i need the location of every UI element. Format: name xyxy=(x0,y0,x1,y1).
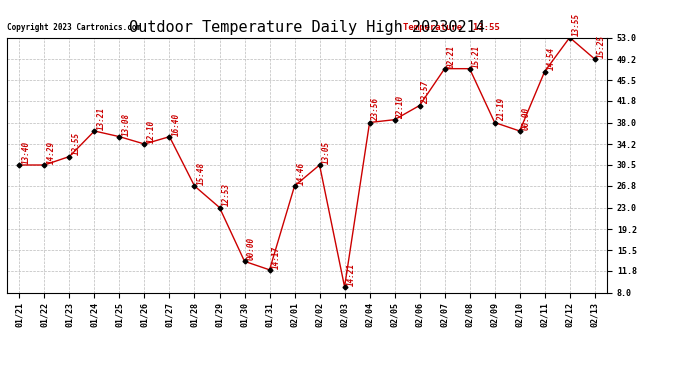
Text: 21:19: 21:19 xyxy=(497,98,506,122)
Text: 14:54: 14:54 xyxy=(546,47,555,70)
Text: Temperature  13:55: Temperature 13:55 xyxy=(403,23,500,32)
Text: 16:40: 16:40 xyxy=(172,112,181,135)
Text: 14:17: 14:17 xyxy=(272,246,281,269)
Text: 23:56: 23:56 xyxy=(372,98,381,122)
Text: 00:00: 00:00 xyxy=(522,107,531,130)
Text: 12:10: 12:10 xyxy=(146,120,155,143)
Text: 14:46: 14:46 xyxy=(297,162,306,185)
Text: 13:21: 13:21 xyxy=(97,107,106,130)
Text: 13:08: 13:08 xyxy=(121,112,130,135)
Text: 13:05: 13:05 xyxy=(322,141,331,164)
Text: 15:48: 15:48 xyxy=(197,162,206,185)
Text: Copyright 2023 Cartronics.com: Copyright 2023 Cartronics.com xyxy=(7,23,141,32)
Text: 13:55: 13:55 xyxy=(72,132,81,155)
Text: 12:53: 12:53 xyxy=(221,183,230,206)
Text: 00:00: 00:00 xyxy=(246,237,255,260)
Text: 13:55: 13:55 xyxy=(572,13,581,36)
Text: 14:21: 14:21 xyxy=(346,262,355,286)
Text: 14:29: 14:29 xyxy=(46,141,55,164)
Text: 23:57: 23:57 xyxy=(422,81,431,104)
Text: 15:21: 15:21 xyxy=(472,44,481,68)
Text: 15:25: 15:25 xyxy=(597,35,606,58)
Text: 02:21: 02:21 xyxy=(446,44,455,68)
Title: Outdoor Temperature Daily High 20230214: Outdoor Temperature Daily High 20230214 xyxy=(129,20,485,35)
Text: 13:40: 13:40 xyxy=(21,141,30,164)
Text: 22:10: 22:10 xyxy=(397,95,406,118)
